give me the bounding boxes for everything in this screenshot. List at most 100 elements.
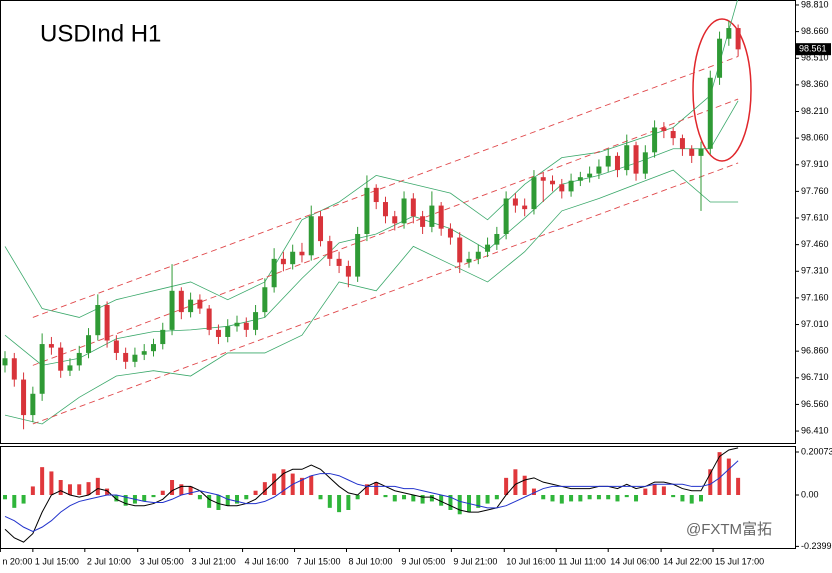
histogram-bar bbox=[485, 494, 490, 504]
candle-body bbox=[299, 251, 305, 256]
histogram-bar bbox=[95, 477, 100, 495]
histogram-bar bbox=[197, 494, 202, 500]
histogram-bar bbox=[207, 494, 212, 508]
histogram-bar bbox=[494, 494, 499, 500]
histogram-bar bbox=[383, 494, 388, 498]
y-tick-label: -0.2399 bbox=[801, 541, 832, 551]
x-tick-label: 4 Jul 16:00 bbox=[245, 556, 289, 566]
histogram-bar bbox=[374, 482, 379, 495]
candle-body bbox=[457, 237, 463, 263]
watermark: @FXTM富拓 bbox=[686, 520, 772, 538]
candle-body bbox=[410, 198, 416, 217]
candle-body bbox=[438, 205, 444, 229]
candle-body bbox=[169, 290, 175, 330]
histogram-bar bbox=[596, 494, 601, 500]
candle-body bbox=[587, 173, 593, 178]
histogram-bar bbox=[541, 494, 546, 500]
osc-line bbox=[4, 447, 739, 543]
histogram-bar bbox=[606, 494, 611, 500]
x-tick-label: 11 Jul 11:00 bbox=[558, 556, 606, 566]
candle-body bbox=[559, 184, 565, 192]
histogram-bar bbox=[411, 494, 416, 502]
histogram-bar bbox=[726, 458, 731, 495]
candle-body bbox=[652, 127, 658, 153]
histogram-bar bbox=[281, 469, 286, 495]
candle-body bbox=[624, 145, 630, 171]
y-tick-label: 0.00 bbox=[801, 489, 819, 499]
candle-body bbox=[642, 152, 648, 174]
candle-body bbox=[735, 28, 741, 50]
candle-body bbox=[401, 198, 407, 224]
x-tick-label: 3 Jul 21:00 bbox=[192, 556, 236, 566]
candle-body bbox=[540, 177, 546, 181]
candle-body bbox=[568, 180, 574, 192]
y-tick-label: 97.910 bbox=[801, 159, 829, 169]
candle-body bbox=[21, 379, 27, 416]
histogram-bar bbox=[661, 486, 666, 495]
candle-body bbox=[633, 145, 639, 174]
histogram-bar bbox=[225, 494, 230, 506]
last-price-box bbox=[796, 43, 831, 56]
candle-body bbox=[58, 347, 64, 371]
last-price-label: 98.561 bbox=[799, 44, 827, 54]
candle-body bbox=[698, 148, 704, 156]
histogram-bar bbox=[671, 494, 676, 498]
histogram-bar bbox=[522, 475, 527, 495]
histogram-bar bbox=[151, 494, 156, 498]
band-line bbox=[4, 100, 739, 366]
candle-body bbox=[30, 393, 36, 416]
histogram-bar bbox=[392, 494, 397, 502]
histogram-bar bbox=[615, 494, 620, 502]
candle-body bbox=[318, 216, 324, 242]
y-tick-label: 96.410 bbox=[801, 425, 829, 435]
histogram-bar bbox=[327, 494, 332, 508]
candle-body bbox=[494, 233, 500, 245]
candle-body bbox=[522, 205, 528, 210]
candle-body bbox=[614, 155, 620, 171]
candle-body bbox=[206, 308, 212, 330]
candle-body bbox=[197, 299, 203, 309]
histogram-bar bbox=[160, 490, 165, 495]
candle-body bbox=[150, 344, 156, 352]
histogram-bar bbox=[105, 488, 110, 495]
histogram-bar bbox=[736, 477, 741, 495]
histogram-bar bbox=[587, 494, 592, 500]
candle-body bbox=[48, 344, 54, 348]
histogram-bar bbox=[318, 494, 323, 500]
band-line bbox=[4, 0, 738, 318]
histogram-bar bbox=[253, 490, 258, 495]
candle-body bbox=[429, 205, 435, 227]
candle-body bbox=[271, 258, 277, 288]
y-tick-label: 98.810 bbox=[801, 0, 829, 9]
candle-body bbox=[373, 187, 379, 203]
histogram-bar bbox=[550, 494, 555, 502]
candle-body bbox=[178, 290, 184, 313]
channel-line bbox=[32, 56, 739, 318]
candle-body bbox=[95, 305, 101, 336]
candle-body bbox=[420, 216, 426, 227]
candle-body bbox=[76, 352, 82, 366]
histogram-bar bbox=[708, 469, 713, 495]
y-tick-label: 98.060 bbox=[801, 132, 829, 142]
histogram-bar bbox=[476, 494, 481, 508]
histogram-bar bbox=[216, 494, 221, 510]
histogram-bar bbox=[634, 494, 639, 502]
candle-body bbox=[67, 365, 73, 371]
candle-body bbox=[160, 329, 166, 345]
candle-body bbox=[253, 312, 259, 330]
candle-body bbox=[225, 326, 231, 337]
histogram-bar bbox=[49, 471, 54, 495]
y-tick-label: 97.160 bbox=[801, 292, 829, 302]
histogram-bar bbox=[40, 467, 45, 495]
candle-body bbox=[717, 38, 723, 78]
histogram-bar bbox=[244, 494, 249, 500]
histogram-bar bbox=[448, 494, 453, 510]
candle-body bbox=[661, 127, 667, 132]
candle-body bbox=[512, 198, 518, 206]
histogram-bar bbox=[337, 494, 342, 513]
candle-body bbox=[596, 166, 602, 174]
channel-line bbox=[32, 98, 739, 366]
histogram-bar bbox=[188, 486, 193, 495]
candle-body bbox=[503, 198, 509, 234]
